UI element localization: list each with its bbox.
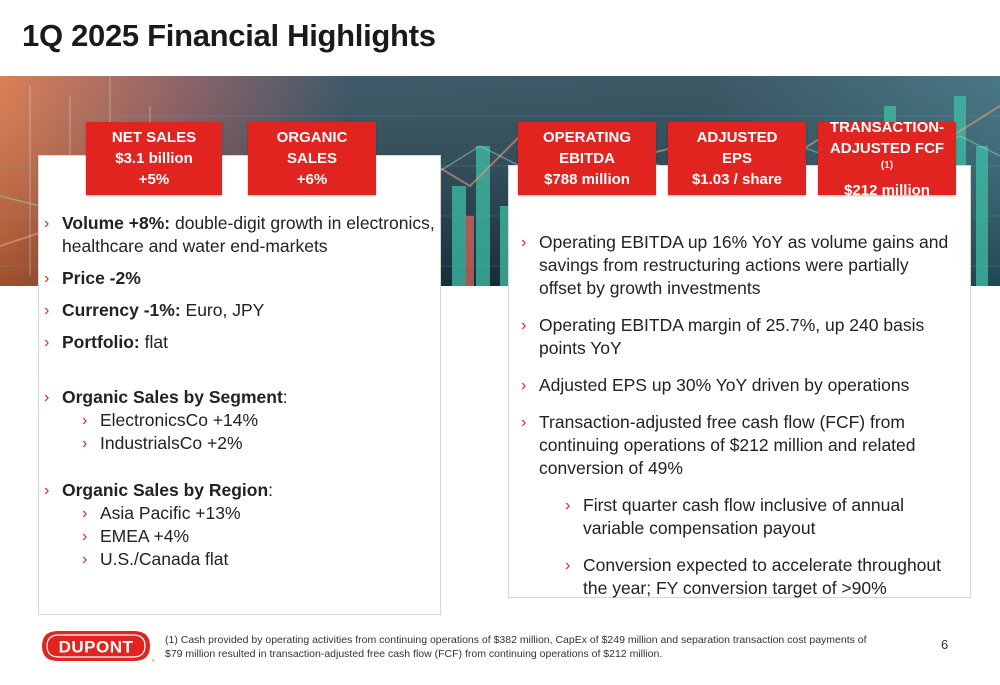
bullet-text: IndustrialsCo +2% xyxy=(100,433,243,453)
bullet-text: Adjusted EPS up 30% YoY driven by operat… xyxy=(539,375,910,395)
bullet-volume: › Volume +8%: double-digit growth in ele… xyxy=(38,212,438,258)
footnote: (1) Cash provided by operating activitie… xyxy=(165,634,867,660)
left-panel xyxy=(38,155,441,615)
bullet-eps: › Adjusted EPS up 30% YoY driven by oper… xyxy=(515,374,955,397)
bullet-arrow-icon: › xyxy=(565,497,571,514)
page-title: 1Q 2025 Financial Highlights xyxy=(22,18,436,53)
bullet-arrow-icon: › xyxy=(44,302,50,319)
bullet-arrow-icon: › xyxy=(521,317,527,334)
bullet-label: Organic Sales by Segment xyxy=(62,387,283,407)
dupont-logo: DUPONT ™ xyxy=(38,627,156,670)
kpi-line: $212 million xyxy=(844,181,930,199)
kpi-line: ADJUSTED FCF xyxy=(829,139,945,157)
bullet-segment: › Organic Sales by Segment: xyxy=(38,386,438,409)
kpi-line: $3.1 billion xyxy=(115,150,193,167)
footnote-marker: (1) xyxy=(880,159,894,171)
bullet-arrow-icon: › xyxy=(82,551,88,568)
bullet-arrow-icon: › xyxy=(82,528,88,545)
bullet-arrow-icon: › xyxy=(44,334,50,351)
sub-bullet-region: › U.S./Canada flat xyxy=(38,548,438,571)
bullet-portfolio: › Portfolio: flat xyxy=(38,331,438,354)
bullet-label: Organic Sales by Region xyxy=(62,480,269,500)
kpi-line: EBITDA xyxy=(559,150,615,167)
bullet-arrow-icon: › xyxy=(521,377,527,394)
bullet-text: Asia Pacific +13% xyxy=(100,503,241,523)
bullet-label: Portfolio: xyxy=(62,332,140,352)
bullet-text: flat xyxy=(139,332,168,352)
kpi-line: $1.03 / share xyxy=(691,171,783,188)
bullet-text: U.S./Canada flat xyxy=(100,549,229,569)
bullet-ebitda-margin: › Operating EBITDA margin of 25.7%, up 2… xyxy=(515,314,955,360)
bullet-arrow-icon: › xyxy=(44,215,50,232)
bullet-currency: › Currency -1%: Euro, JPY xyxy=(38,299,438,322)
bullet-text: Transaction-adjusted free cash flow (FCF… xyxy=(539,412,916,478)
kpi-line: +6% xyxy=(296,171,328,188)
bullet-arrow-icon: › xyxy=(44,389,50,406)
kpi-line-with-footnote: ADJUSTED FCF (1) xyxy=(830,138,944,180)
bullet-ebitda: › Operating EBITDA up 16% YoY as volume … xyxy=(515,231,955,300)
bullet-arrow-icon: › xyxy=(82,412,88,429)
bullet-text: : xyxy=(268,480,274,500)
sub-bullet-region: › Asia Pacific +13% xyxy=(38,502,438,525)
bullet-text: Euro, JPY xyxy=(180,300,265,320)
left-bullet-list: › Volume +8%: double-digit growth in ele… xyxy=(38,212,438,571)
bullet-arrow-icon: › xyxy=(565,557,571,574)
bullet-text: Conversion expected to accelerate throug… xyxy=(583,555,942,598)
kpi-line: NET SALES xyxy=(111,129,197,146)
bullet-arrow-icon: › xyxy=(44,270,50,287)
bullet-price: › Price -2% xyxy=(38,267,438,290)
right-bullet-list: › Operating EBITDA up 16% YoY as volume … xyxy=(515,231,955,600)
bullet-text: : xyxy=(282,387,288,407)
kpi-line: $788 million xyxy=(544,171,630,188)
bullet-arrow-icon: › xyxy=(82,435,88,452)
kpi-line: +5% xyxy=(138,171,170,188)
dupont-logo-graphic: DUPONT ™ xyxy=(42,631,156,665)
bullet-text: Operating EBITDA up 16% YoY as volume ga… xyxy=(539,232,949,298)
logo-wordmark: DUPONT xyxy=(59,638,134,657)
sub-bullet-conversion: › Conversion expected to accelerate thro… xyxy=(515,554,955,600)
kpi-operating-ebitda: OPERATING EBITDA $788 million xyxy=(518,122,656,195)
bullet-label: Volume +8%: xyxy=(62,213,171,233)
kpi-adjusted-eps: ADJUSTED EPS $1.03 / share xyxy=(668,122,806,195)
sub-bullet-segment: › ElectronicsCo +14% xyxy=(38,409,438,432)
bullet-fcf: › Transaction-adjusted free cash flow (F… xyxy=(515,411,955,480)
bullet-text: EMEA +4% xyxy=(100,526,190,546)
sub-bullet-region: › EMEA +4% xyxy=(38,525,438,548)
bullet-region: › Organic Sales by Region: xyxy=(38,479,438,502)
bullet-label: Currency -1%: xyxy=(62,300,181,320)
kpi-line: ADJUSTED xyxy=(696,129,778,146)
kpi-line: EPS xyxy=(721,150,752,167)
bullet-arrow-icon: › xyxy=(82,505,88,522)
sub-bullet-segment: › IndustrialsCo +2% xyxy=(38,432,438,455)
bullet-text: ElectronicsCo +14% xyxy=(100,410,259,430)
bullet-label: Price -2% xyxy=(62,268,141,288)
right-panel xyxy=(508,165,971,598)
sub-bullet-cash-flow: › First quarter cash flow inclusive of a… xyxy=(515,494,955,540)
kpi-line: OPERATING xyxy=(542,129,632,146)
logo-trademark: ™ xyxy=(151,659,154,665)
kpi-organic-sales: ORGANIC SALES +6% xyxy=(248,122,376,195)
bullet-text: First quarter cash flow inclusive of ann… xyxy=(583,495,904,538)
kpi-line: TRANSACTION- xyxy=(829,118,945,136)
bullet-arrow-icon: › xyxy=(521,234,527,251)
kpi-line: SALES xyxy=(286,150,337,167)
bullet-text: double-digit growth in electronics, heal… xyxy=(62,213,435,256)
bullet-text: Operating EBITDA margin of 25.7%, up 240… xyxy=(539,315,925,358)
kpi-line: ORGANIC xyxy=(276,129,348,146)
page-number: 6 xyxy=(941,637,949,652)
kpi-transaction-adjusted-fcf: TRANSACTION- ADJUSTED FCF (1) $212 millio… xyxy=(818,119,956,199)
kpi-net-sales: NET SALES $3.1 billion +5% xyxy=(86,122,222,195)
bullet-arrow-icon: › xyxy=(521,414,527,431)
bullet-arrow-icon: › xyxy=(44,482,50,499)
